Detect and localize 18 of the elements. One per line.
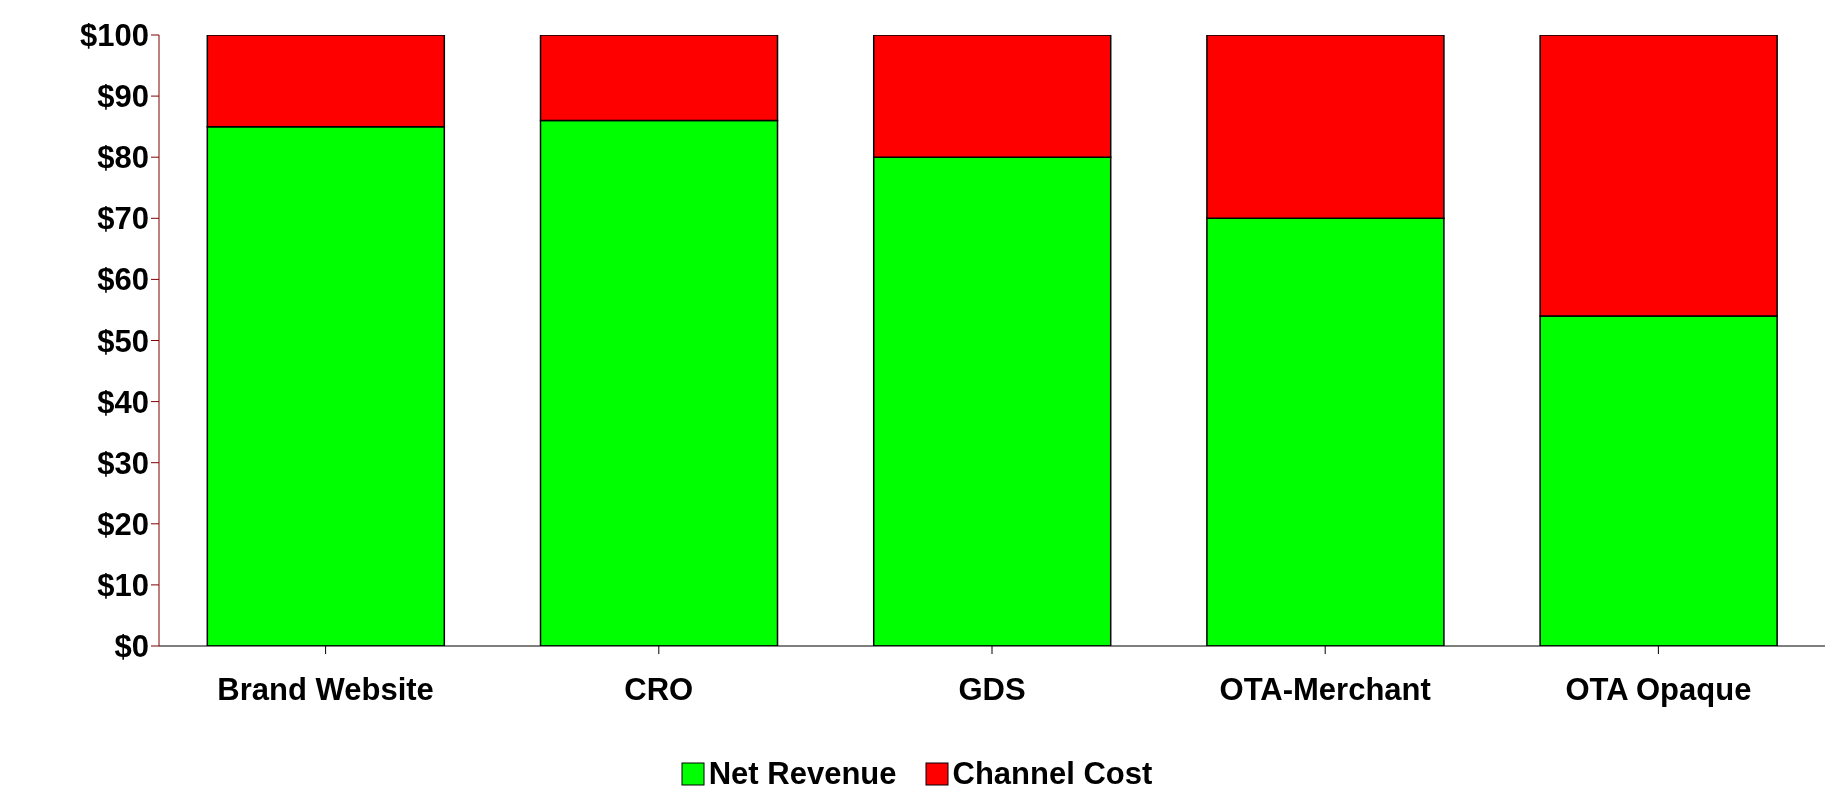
- x-tick-label: CRO: [624, 672, 694, 708]
- y-tick-label: $40: [97, 384, 149, 420]
- y-tick-label: $70: [97, 201, 149, 237]
- y-tick-label: $10: [97, 567, 149, 603]
- x-tick-label: GDS: [958, 672, 1026, 708]
- x-tick-label: OTA-Merchant: [1219, 672, 1431, 708]
- y-tick-label: $0: [114, 629, 149, 665]
- y-tick-label: $30: [97, 445, 149, 481]
- y-tick-label: $50: [97, 323, 149, 359]
- y-tick-label: $60: [97, 262, 149, 298]
- legend-label: Channel Cost: [952, 756, 1153, 792]
- y-tick-label: $20: [97, 506, 149, 542]
- x-tick-label: Brand Website: [217, 672, 434, 708]
- y-tick-label: $90: [97, 79, 149, 115]
- y-tick-label: $80: [97, 140, 149, 176]
- x-tick-label: OTA Opaque: [1565, 672, 1752, 708]
- legend-label: Net Revenue: [708, 756, 897, 792]
- y-tick-label: $100: [80, 18, 149, 54]
